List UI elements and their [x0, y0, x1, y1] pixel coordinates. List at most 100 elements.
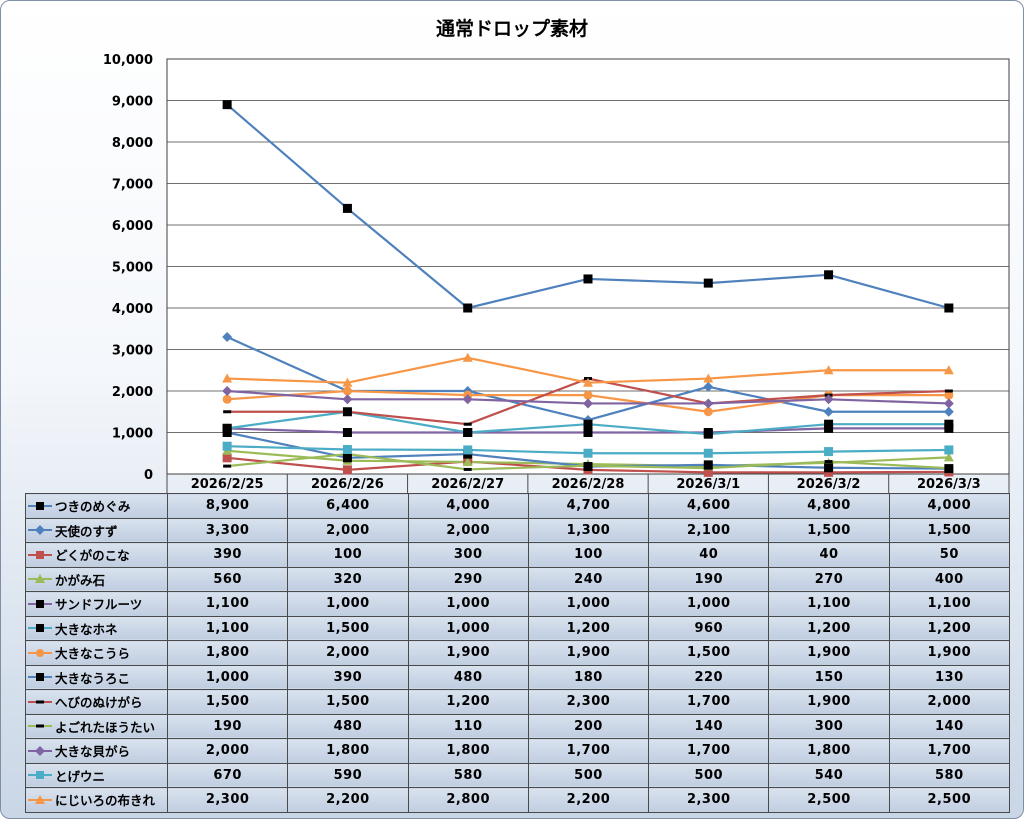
data-point: [463, 303, 473, 313]
y-tick-label: 10,000: [103, 53, 153, 68]
table-cell: 1,900: [768, 640, 890, 666]
y-tick-label: 3,000: [112, 344, 153, 359]
series-name: にじいろの布きれ: [55, 793, 156, 809]
series-name: 大きなうろこ: [55, 670, 131, 686]
data-point: [583, 377, 593, 387]
y-tick-label: 1,000: [112, 427, 153, 442]
table-cell: 240: [527, 566, 650, 592]
table-cell: 590: [287, 762, 409, 788]
series-legend-cell: 天使のすず: [25, 517, 168, 543]
table-row: 大きな貝がら 2,000 1,800 1,800 1,700 1,700 1,800 1,70…: [25, 738, 1010, 764]
y-tick-label: 0: [144, 468, 153, 483]
data-point: [824, 467, 834, 477]
series-name: サンドフルーツ: [55, 597, 143, 613]
table-cell: 1,500: [287, 689, 409, 715]
legend-key: [28, 794, 52, 804]
table-row: 大きなうろこ 1,000 390 480 180 220 150 130: [25, 664, 1010, 690]
table-cell: 4,600: [648, 493, 770, 519]
series-legend-cell: かがみ石: [25, 566, 168, 592]
y-tick-label: 7,000: [112, 178, 153, 193]
data-point: [342, 203, 352, 213]
table-cell: 560: [166, 566, 289, 592]
series-name: 大きなこうら: [55, 646, 131, 662]
table-cell: 200: [527, 713, 650, 739]
table-cell: 1,800: [407, 738, 529, 764]
data-point: [943, 398, 954, 409]
plot-area: 0 1,000 2,000 3,000 4,000 5,000 6,000 7,000 8,00…: [103, 53, 1010, 493]
table-cell: 4,700: [527, 493, 650, 519]
legend-key: [28, 673, 52, 682]
x-tick-label: 2026/2/27: [431, 477, 504, 492]
table-cell: 2,100: [648, 517, 770, 543]
table-cell: 1,900: [768, 689, 890, 715]
table-cell: 1,100: [888, 591, 1010, 617]
data-point: [583, 398, 593, 409]
table-cell: 1,900: [527, 640, 650, 666]
table-cell: 4,000: [888, 493, 1010, 519]
table-cell: 670: [166, 762, 289, 788]
table-cell: 580: [888, 762, 1010, 788]
data-point: [944, 466, 953, 470]
chart-title: 通常ドロップ素材: [436, 17, 588, 40]
data-point: [703, 278, 713, 288]
table-cell: 320: [287, 566, 409, 592]
data-point: [703, 429, 713, 439]
table-cell: 1,500: [287, 615, 409, 641]
data-point: [223, 410, 232, 414]
table-row: 大きなこうら 1,800 2,000 1,900 1,900 1,500 1,900 1,90…: [25, 640, 1010, 666]
y-tick-label: 5,000: [112, 261, 153, 276]
series-name: どくがのこな: [55, 548, 130, 564]
table-cell: 1,300: [527, 517, 650, 543]
table-cell: 2,300: [527, 689, 650, 715]
table-cell: 390: [166, 542, 289, 568]
table-row: つきのめぐみ 8,900 6,400 4,000 4,700 4,600 4,800 4,00…: [25, 493, 1010, 519]
data-point: [463, 422, 472, 426]
table-cell: 2,000: [888, 689, 1010, 715]
table-cell: 1,800: [166, 640, 289, 666]
data-point: [824, 447, 834, 457]
table-cell: 1,700: [888, 738, 1010, 764]
data-point: [943, 365, 954, 375]
table-cell: 1,100: [166, 615, 289, 641]
data-point: [823, 394, 834, 405]
table-cell: 1,200: [768, 615, 890, 641]
x-tick-label: 2026/2/26: [311, 477, 384, 492]
data-point: [824, 419, 834, 429]
data-point: [342, 465, 352, 475]
data-point: [223, 464, 232, 468]
data-point: [943, 452, 954, 462]
data-point: [342, 445, 352, 455]
table-cell: 2,300: [648, 787, 770, 813]
x-tick-label: 2026/3/1: [676, 477, 740, 492]
data-point: [342, 453, 352, 463]
data-point: [824, 460, 833, 464]
data-point: [222, 428, 232, 437]
table-cell: 1,500: [648, 640, 770, 666]
table-cell: 1,500: [888, 517, 1010, 543]
table-cell: 2,200: [527, 787, 650, 813]
table-row: 天使のすず 3,300 2,000 2,000 1,300 2,100 1,500 1,500: [25, 517, 1010, 543]
data-point: [944, 389, 953, 393]
table-cell: 2,800: [407, 787, 529, 813]
data-point: [703, 467, 713, 477]
legend-key: [28, 700, 52, 704]
legend-key: [28, 771, 52, 780]
series-legend-cell: 大きなうろこ: [25, 664, 168, 690]
table-cell: 480: [287, 713, 409, 739]
table-row: かがみ石 560 320 290 240 190 270 400: [25, 566, 1010, 592]
table-cell: 1,000: [287, 591, 409, 617]
series-legend-cell: 大きな貝がら: [25, 738, 168, 764]
series-name: つきのめぐみ: [55, 499, 131, 515]
table-cell: 100: [527, 542, 650, 568]
table-cell: 1,700: [527, 738, 650, 764]
table-row: どくがのこな 390 100 300 100 40 40 50: [25, 542, 1010, 568]
table-cell: 1,800: [287, 738, 409, 764]
data-point: [583, 428, 593, 437]
data-point: [462, 394, 473, 405]
series-legend-cell: とげウニ: [25, 762, 168, 788]
data-point: [342, 394, 353, 405]
table-cell: 1,000: [527, 591, 650, 617]
series-legend-cell: サンドフルーツ: [25, 591, 168, 617]
table-cell: 1,700: [648, 738, 770, 764]
